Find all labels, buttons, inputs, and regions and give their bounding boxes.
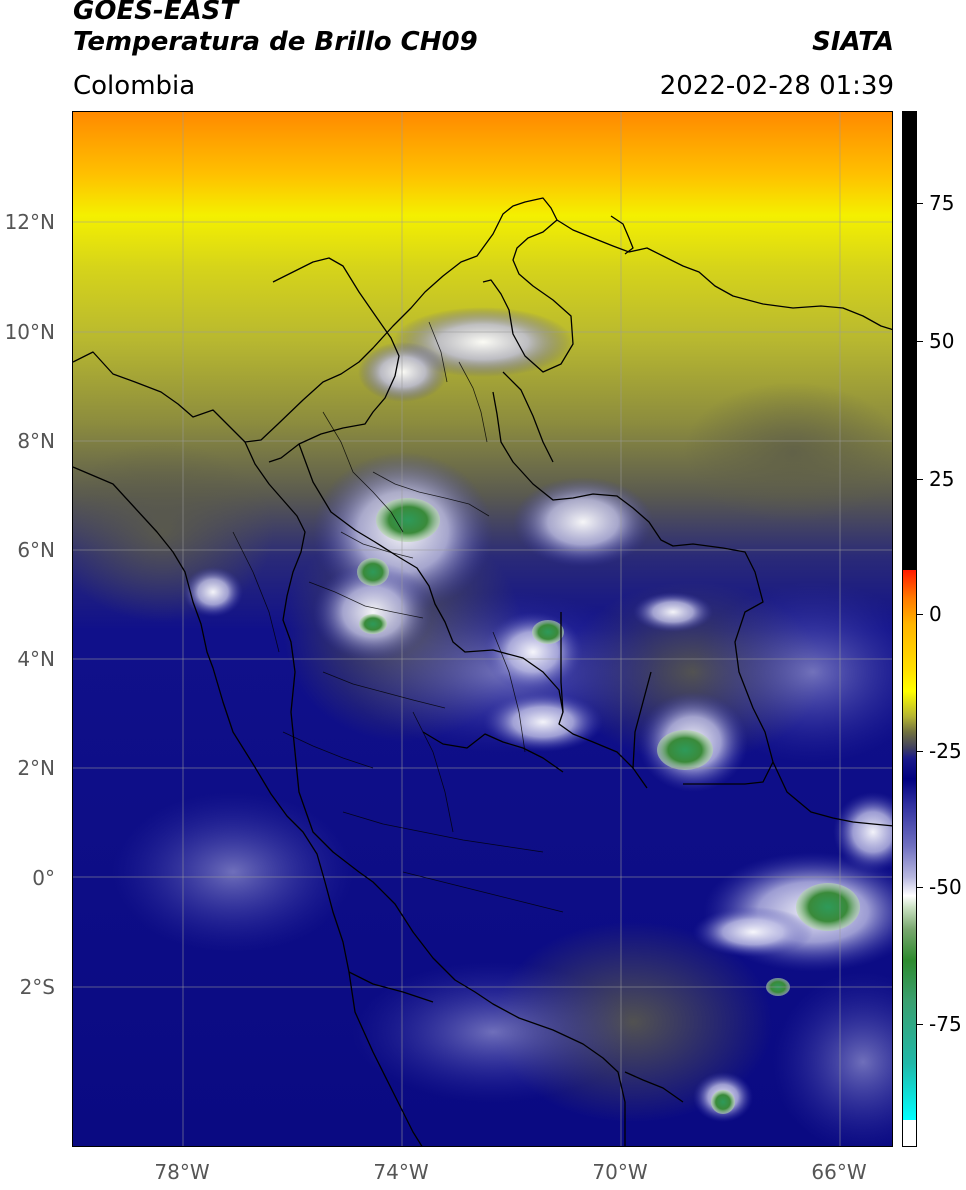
colorbar-label-50: 50 [929,329,955,353]
lat-label-0: 0° [32,866,55,890]
satellite-map [72,111,893,1147]
lon-label-66w: 66°W [811,1160,867,1184]
colorbar-tick [917,887,923,888]
colorbar [902,111,917,1147]
colorbar-tick [917,614,923,615]
title-line-1: GOES-EAST [73,0,239,26]
lat-label-2s: 2°S [19,975,55,999]
lat-label-12n: 12°N [4,210,55,234]
title-line-2: Temperatura de Brillo CH09 [73,27,478,57]
lon-label-70w: 70°W [592,1160,648,1184]
colorbar-label-25: 25 [929,467,955,491]
colorbar-label-minus25: -25 [929,739,962,763]
source-label: SIATA [812,27,894,57]
colorbar-label-minus75: -75 [929,1012,962,1036]
lat-label-4n: 4°N [17,647,55,671]
lat-label-6n: 6°N [17,538,55,562]
lat-label-8n: 8°N [17,429,55,453]
lon-label-74w: 74°W [373,1160,429,1184]
lon-label-78w: 78°W [154,1160,210,1184]
timestamp-label: 2022-02-28 01:39 [659,71,894,101]
colorbar-tick [917,341,923,342]
colorbar-tick [917,203,923,204]
lat-label-10n: 10°N [4,320,55,344]
region-label: Colombia [73,71,196,101]
colorbar-label-75: 75 [929,191,955,215]
colorbar-label-0: 0 [929,602,942,626]
colorbar-label-minus50: -50 [929,875,962,899]
colorbar-tick [917,751,923,752]
lat-label-2n: 2°N [17,756,55,780]
colorbar-tick [917,1024,923,1025]
colorbar-tick [917,479,923,480]
